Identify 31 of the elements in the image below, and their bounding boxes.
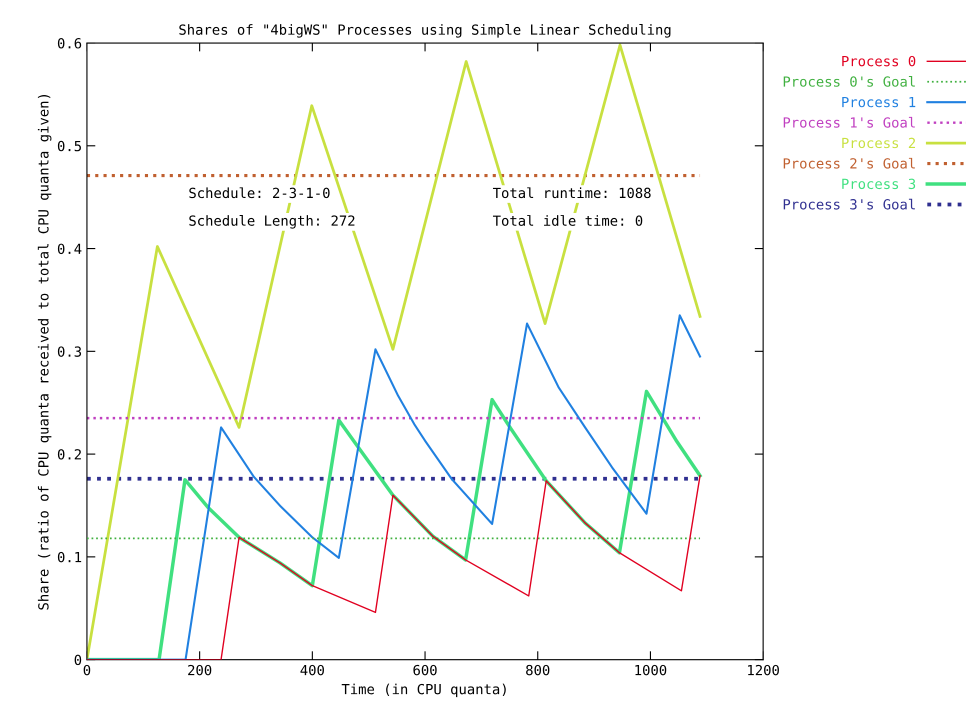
- annotation: Schedule: 2-3-1-0: [189, 187, 330, 198]
- annotation: Total runtime: 1088: [492, 187, 651, 198]
- legend-label: Process 2's Goal: [784, 158, 915, 169]
- legend-label: Process 0: [842, 56, 916, 66]
- legend-label: Process 1: [842, 96, 916, 108]
- legend-label: Process 1's Goal: [784, 116, 915, 128]
- legend-label: Process 3's Goal: [784, 198, 915, 210]
- line-series: [86, 474, 701, 660]
- x-tick-label: 800: [526, 664, 550, 676]
- x-tick-label: 200: [188, 664, 212, 676]
- x-tick-label: 400: [300, 664, 324, 676]
- y-tick-label: 0.4: [58, 244, 82, 254]
- y-tick-label: 0.3: [58, 346, 82, 357]
- y-tick-label: 0.2: [58, 449, 81, 460]
- annotation: Schedule Length: 272: [189, 215, 354, 229]
- legend-label: Process 0's Goal: [784, 76, 915, 87]
- line-series: [86, 314, 702, 660]
- legend-label: Process 3: [842, 178, 916, 190]
- y-tick-label: 0.1: [58, 552, 82, 562]
- x-tick-label: 1000: [635, 664, 666, 676]
- y-axis-title: Share (ratio of CPU quanta received to total CPU quanta given): [38, 94, 52, 610]
- x-axis-title: Time (in CPU quanta): [342, 684, 506, 698]
- x-tick-label: 1200: [748, 664, 779, 676]
- x-tick-label: 600: [413, 664, 437, 676]
- y-tick-label: 0: [74, 654, 82, 666]
- legend-label: Process 2: [842, 138, 916, 148]
- y-tick-label: 0.6: [58, 38, 82, 49]
- chart-title: Shares of "4bigWS" Processes using Simple Linear Scheduling: [179, 24, 670, 38]
- annotation: Total idle time: 0: [492, 215, 642, 226]
- x-tick-label: 0: [84, 664, 90, 676]
- y-tick-label: 0.5: [58, 140, 81, 152]
